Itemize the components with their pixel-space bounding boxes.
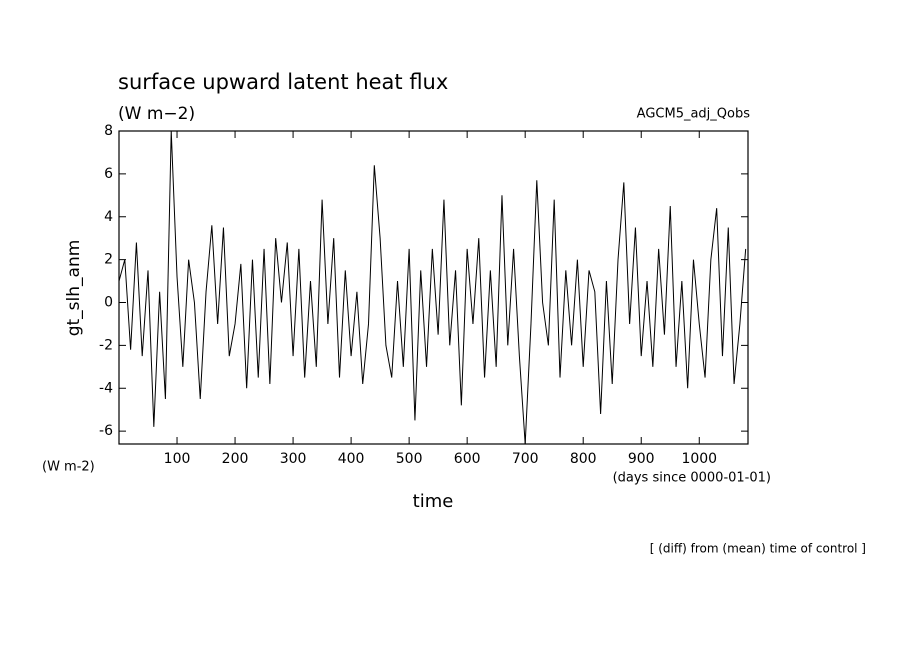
y-tick-label: -4 — [99, 380, 113, 396]
x-tick-label: 1000 — [681, 451, 717, 467]
x-tick-label: 300 — [280, 451, 307, 467]
x-tick-label: 800 — [570, 451, 597, 467]
x-units: (days since 0000-01-01) — [613, 471, 771, 486]
data-line — [118, 130, 747, 445]
note: [ (diff) from (mean) time of control ] — [650, 542, 866, 556]
experiment: AGCM5_adj_Qobs — [637, 107, 751, 122]
x-tick-label: 100 — [164, 451, 191, 467]
x-tick-label: 200 — [222, 451, 249, 467]
y-tick-label: 6 — [104, 166, 113, 182]
x-tick-label: 900 — [628, 451, 655, 467]
y-tick-label: 4 — [104, 209, 113, 225]
y-tick-label: -2 — [99, 337, 113, 353]
x-tick-label: 700 — [512, 451, 539, 467]
x-axis-label: time — [413, 491, 454, 512]
y-tick-label: 8 — [104, 123, 113, 139]
x-tick-label: 400 — [338, 451, 365, 467]
plot-frame — [118, 130, 749, 445]
x-tick-label: 500 — [396, 451, 423, 467]
y-tick-label: 0 — [104, 295, 113, 311]
units: (W m−2) — [118, 104, 195, 124]
y-tick-label: 2 — [104, 252, 113, 268]
x-tick-label: 600 — [454, 451, 481, 467]
y-units: (W m-2) — [42, 460, 95, 475]
y-tick-label: -6 — [99, 423, 113, 439]
y-axis-label: gt_slh_anm — [64, 240, 84, 337]
chart-title: surface upward latent heat flux — [118, 70, 448, 94]
